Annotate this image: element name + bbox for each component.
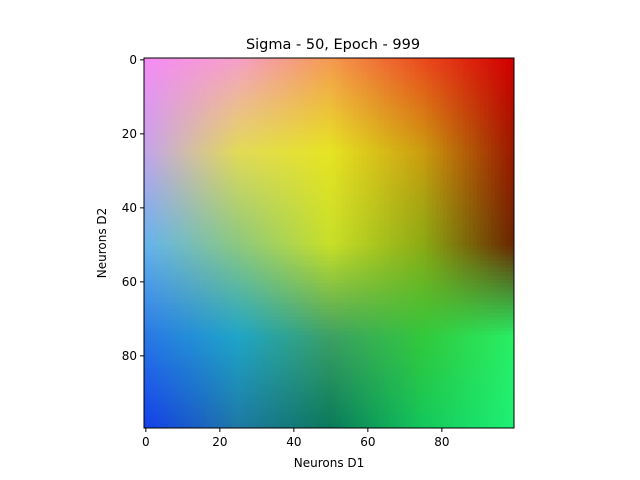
x-tick-label: 60 [360,435,375,449]
plot-area [143,57,515,429]
x-axis-label: Neurons D1 [294,456,365,470]
heatmap-cells [144,58,514,428]
plot-frame [143,57,515,429]
y-axis-label: Neurons D2 [95,208,109,279]
heatmap-canvas-container [144,58,514,428]
chart-title: Sigma - 50, Epoch - 999 [246,37,420,53]
y-tick-label: 80 [122,349,137,363]
y-tick-label: 60 [122,275,137,289]
x-tick-label: 20 [212,435,227,449]
y-tick-label: 40 [122,201,137,215]
y-axis-ticks: 0 20 40 60 80 [122,53,144,363]
x-tick-label: 80 [434,435,449,449]
x-tick-label: 0 [142,435,150,449]
y-tick-label: 0 [129,53,137,67]
x-tick-label: 40 [286,435,301,449]
x-axis-ticks: 0 20 40 60 80 [142,428,449,449]
y-tick-label: 20 [122,127,137,141]
